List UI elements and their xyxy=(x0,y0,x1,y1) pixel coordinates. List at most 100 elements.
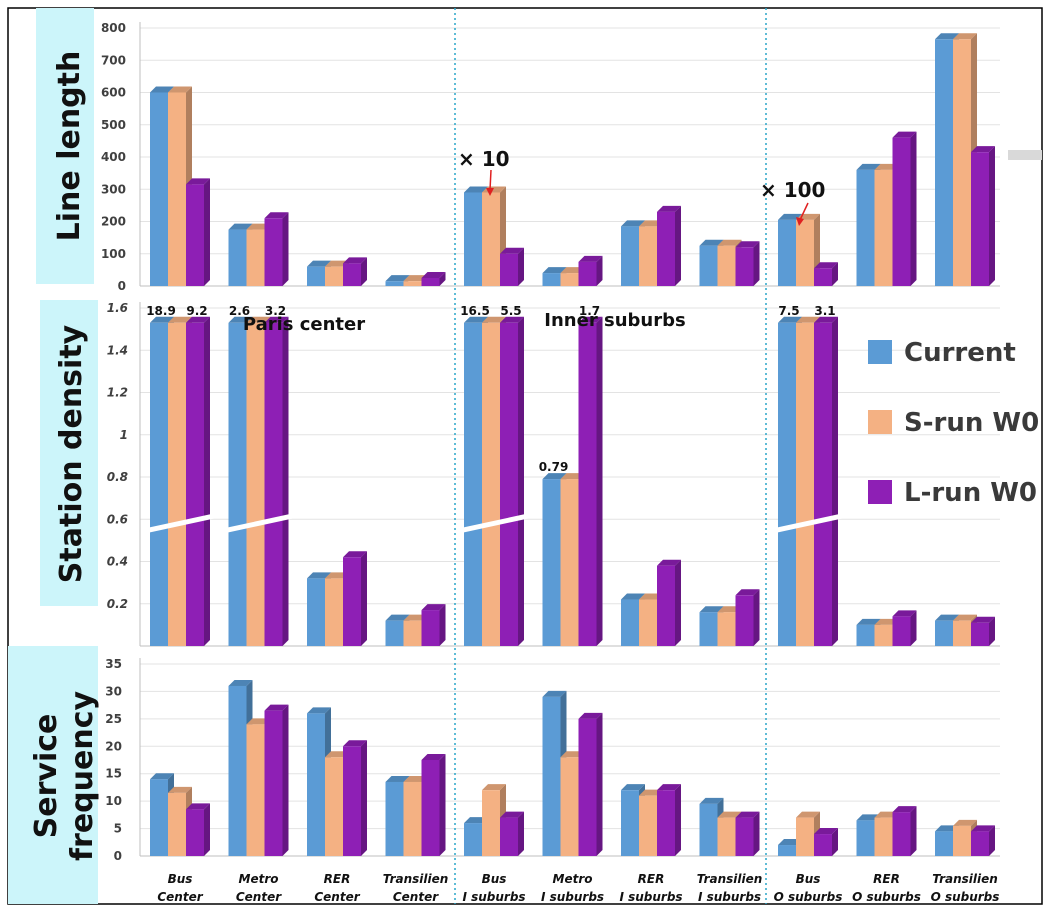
y-tick-label: 15 xyxy=(105,767,122,781)
axis-break-mark xyxy=(455,513,531,535)
overlays: Paris center Inner suburbs × 10 × 100 Curren… xyxy=(157,8,1042,904)
y-tick-label: 200 xyxy=(101,215,126,229)
category-label-line2: O suburbs xyxy=(931,890,1000,904)
bar-l-run-w0 xyxy=(735,811,760,856)
category-label-line1: Bus xyxy=(796,872,821,886)
bar-l-run-w0 xyxy=(186,803,210,856)
axis-break-mark xyxy=(141,513,217,535)
category-label-line2: O suburbs xyxy=(852,890,921,904)
bar-l-run-w0 xyxy=(578,316,603,646)
category-label-line1: RER xyxy=(638,872,665,886)
bar-l-run-w0 xyxy=(971,825,995,856)
bar-l-run-w0 xyxy=(421,754,446,856)
annotation-arrowhead xyxy=(796,217,804,226)
data-label: 2.6 xyxy=(229,304,250,318)
legend: Current S-run W0 L-run W0 xyxy=(868,338,1039,508)
bar-l-run-w0 xyxy=(735,589,760,646)
data-label: 3.1 xyxy=(814,304,835,318)
y-tick-label: 5 xyxy=(114,822,122,836)
legend-label: L-run W0 xyxy=(904,478,1037,508)
bar-l-run-w0 xyxy=(343,551,367,646)
figure-frame xyxy=(7,7,1043,905)
bar-s-run-w0 xyxy=(482,784,506,856)
bar-l-run-w0 xyxy=(657,205,681,286)
category-label-line2: Center xyxy=(236,890,282,904)
category-label-line2: I suburbs xyxy=(541,890,604,904)
annotation-arrow xyxy=(799,202,809,221)
row-title-box-3 xyxy=(8,646,98,904)
category-label-line1: Bus xyxy=(482,872,507,886)
y-tick-label: 100 xyxy=(101,247,126,261)
category-label-line1: Transilien xyxy=(932,872,998,886)
bar-l-run-w0 xyxy=(264,212,289,286)
data-label: 5.5 xyxy=(500,304,521,318)
y-tick-label: 0.8 xyxy=(107,470,128,484)
category-label-line1: Metro xyxy=(239,872,279,886)
y-tick-label: 25 xyxy=(105,712,122,726)
bar-l-run-w0 xyxy=(186,178,210,286)
row-title-box-2 xyxy=(40,300,98,606)
y-tick-label: 400 xyxy=(101,150,126,164)
legend-swatch xyxy=(868,340,892,364)
row-title-service-frequency-line2: frequency xyxy=(65,691,100,862)
category-label-line1: RER xyxy=(873,872,900,886)
y-tick-label: 0.2 xyxy=(107,597,128,611)
category-label-line2: I suburbs xyxy=(619,890,682,904)
bar-l-run-w0 xyxy=(735,241,760,286)
legend-swatch xyxy=(868,480,892,504)
bar-l-run-w0 xyxy=(343,257,367,286)
data-label: 3.2 xyxy=(265,304,286,318)
y-tick-label: 300 xyxy=(101,182,126,196)
category-label-line1: Metro xyxy=(553,872,593,886)
region-label-paris-center: Paris center xyxy=(243,314,365,335)
bar-l-run-w0 xyxy=(578,712,603,856)
category-label-line2: I suburbs xyxy=(462,890,525,904)
category-label-line1: Transilien xyxy=(383,872,449,886)
bar-l-run-w0 xyxy=(814,262,838,286)
data-label: 1.7 xyxy=(579,304,600,318)
bar-l-run-w0 xyxy=(657,559,681,646)
bar-l-run-w0 xyxy=(421,271,446,286)
bar-l-run-w0 xyxy=(971,616,995,646)
y-tick-label: 30 xyxy=(105,684,122,698)
legend-swatch xyxy=(868,410,892,434)
category-label-line1: Transilien xyxy=(697,872,763,886)
y-tick-label: 0.4 xyxy=(107,555,128,569)
row-title-box-1 xyxy=(36,8,94,284)
bar-l-run-w0 xyxy=(186,316,210,646)
bar-l-run-w0 xyxy=(500,247,524,286)
bar-l-run-w0 xyxy=(500,811,524,856)
category-label-line1: RER xyxy=(324,872,351,886)
category-label-line1: Bus xyxy=(168,872,193,886)
bar-l-run-w0 xyxy=(264,316,289,646)
bar-l-run-w0 xyxy=(500,316,524,646)
row-title-line-length: Line length xyxy=(52,51,87,242)
y-tick-label: 800 xyxy=(101,21,126,35)
bar-l-run-w0 xyxy=(814,316,838,646)
y-tick-label: 10 xyxy=(105,794,122,808)
y-tick-label: 35 xyxy=(105,657,122,671)
bar-l-run-w0 xyxy=(343,740,367,856)
bar-l-run-w0 xyxy=(657,784,681,856)
data-label: 7.5 xyxy=(778,304,799,318)
x-category-labels: Bus Center Metro Center RER Center Transilien C… xyxy=(157,872,999,904)
row-title-station-density: Station density xyxy=(54,324,89,583)
y-tick-label: 0 xyxy=(114,849,122,863)
legend-label: S-run W0 xyxy=(904,408,1039,438)
axis-break-mark xyxy=(769,513,845,535)
panel-1: 0 100 200 300 400 500 600 700 800 xyxy=(101,21,1000,293)
y-tick-label: 1 xyxy=(120,428,128,442)
bar-l-run-w0 xyxy=(892,610,917,646)
legend-label: Current xyxy=(904,338,1016,368)
category-label-line2: Center xyxy=(393,890,439,904)
y-tick-label: 0 xyxy=(118,279,126,293)
data-label: 9.2 xyxy=(186,304,207,318)
data-label: 16.5 xyxy=(460,304,490,318)
annotation-arrowhead xyxy=(486,188,494,196)
bar-l-run-w0 xyxy=(892,806,917,856)
data-label: 0.79 xyxy=(539,460,569,474)
data-label: 18.9 xyxy=(146,304,176,318)
bar-l-run-w0 xyxy=(264,704,289,856)
category-label-line2: O suburbs xyxy=(774,890,843,904)
annotation-arrow xyxy=(489,169,492,191)
